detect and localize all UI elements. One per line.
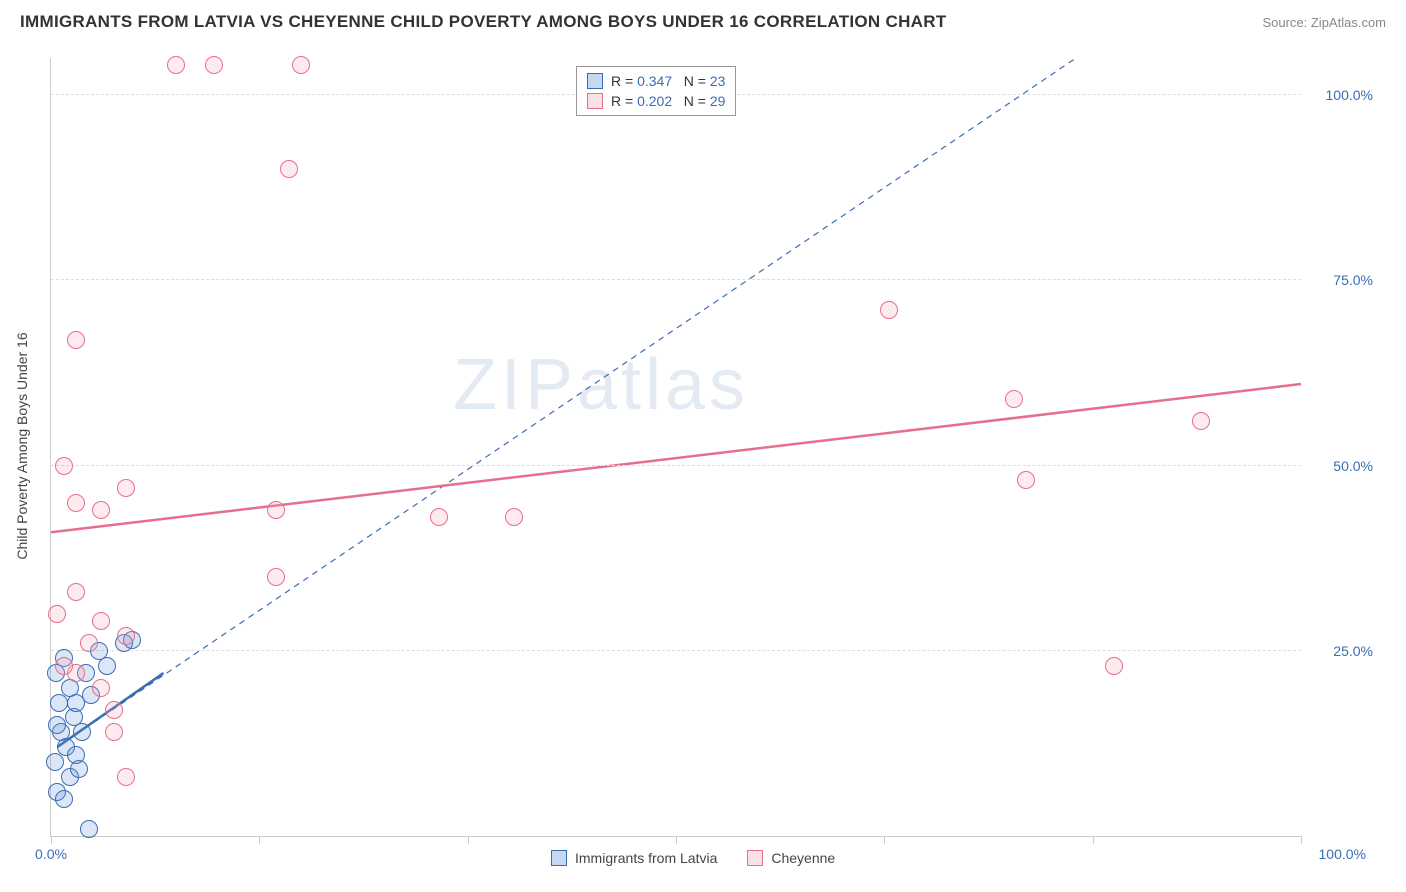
scatter-point bbox=[117, 627, 135, 645]
scatter-point bbox=[92, 612, 110, 630]
legend-row: R = 0.347 N = 23 bbox=[587, 71, 725, 91]
legend-series-label: Immigrants from Latvia bbox=[575, 850, 717, 866]
scatter-point bbox=[67, 746, 85, 764]
x-tick bbox=[884, 836, 885, 844]
scatter-point bbox=[92, 679, 110, 697]
scatter-point bbox=[48, 716, 66, 734]
gridline-h bbox=[51, 279, 1301, 280]
y-tick-label: 100.0% bbox=[1326, 87, 1373, 103]
scatter-point bbox=[117, 479, 135, 497]
x-tick bbox=[51, 836, 52, 844]
legend-swatch bbox=[587, 73, 603, 89]
scatter-point bbox=[205, 56, 223, 74]
legend-series-item: Immigrants from Latvia bbox=[551, 848, 717, 868]
scatter-point bbox=[55, 457, 73, 475]
scatter-point bbox=[46, 753, 64, 771]
y-tick-label: 75.0% bbox=[1333, 272, 1373, 288]
legend-r-label: R = 0.347 N = 23 bbox=[611, 73, 725, 89]
scatter-point bbox=[67, 494, 85, 512]
legend-swatch bbox=[551, 850, 567, 866]
scatter-point bbox=[292, 56, 310, 74]
x-tick bbox=[259, 836, 260, 844]
x-tick bbox=[676, 836, 677, 844]
scatter-point bbox=[80, 634, 98, 652]
trend-line bbox=[57, 58, 1076, 747]
scatter-point bbox=[267, 568, 285, 586]
scatter-point bbox=[50, 694, 68, 712]
scatter-point bbox=[880, 301, 898, 319]
plot-region: ZIPatlas 25.0%50.0%75.0%100.0%0.0%100.0%… bbox=[50, 58, 1301, 837]
legend-series: Immigrants from Latvia Cheyenne bbox=[551, 848, 835, 868]
scatter-point bbox=[48, 605, 66, 623]
trend-line bbox=[51, 384, 1301, 532]
scatter-point bbox=[1192, 412, 1210, 430]
trend-lines-layer bbox=[51, 58, 1301, 836]
scatter-point bbox=[280, 160, 298, 178]
x-tick bbox=[468, 836, 469, 844]
source-label: Source: ZipAtlas.com bbox=[1262, 15, 1386, 30]
scatter-point bbox=[430, 508, 448, 526]
scatter-point bbox=[267, 501, 285, 519]
scatter-point bbox=[105, 701, 123, 719]
y-tick-label: 50.0% bbox=[1333, 458, 1373, 474]
gridline-h bbox=[51, 650, 1301, 651]
x-tick bbox=[1301, 836, 1302, 844]
legend-swatch bbox=[587, 93, 603, 109]
gridline-h bbox=[51, 465, 1301, 466]
scatter-point bbox=[505, 508, 523, 526]
chart-title: IMMIGRANTS FROM LATVIA VS CHEYENNE CHILD… bbox=[20, 12, 947, 32]
y-axis-label: Child Poverty Among Boys Under 16 bbox=[14, 332, 30, 559]
legend-swatch bbox=[747, 850, 763, 866]
chart-area: ZIPatlas 25.0%50.0%75.0%100.0%0.0%100.0%… bbox=[50, 58, 1301, 837]
x-tick bbox=[1093, 836, 1094, 844]
x-tick-label: 0.0% bbox=[35, 846, 67, 862]
scatter-point bbox=[55, 657, 73, 675]
legend-r-label: R = 0.202 N = 29 bbox=[611, 93, 725, 109]
legend-row: R = 0.202 N = 29 bbox=[587, 91, 725, 111]
scatter-point bbox=[67, 583, 85, 601]
scatter-point bbox=[117, 768, 135, 786]
legend-series-item: Cheyenne bbox=[747, 848, 835, 868]
scatter-point bbox=[1105, 657, 1123, 675]
x-tick-label: 100.0% bbox=[1319, 846, 1366, 862]
scatter-point bbox=[1017, 471, 1035, 489]
scatter-point bbox=[167, 56, 185, 74]
scatter-point bbox=[92, 501, 110, 519]
legend-stats: R = 0.347 N = 23 R = 0.202 N = 29 bbox=[576, 66, 736, 116]
scatter-point bbox=[1005, 390, 1023, 408]
scatter-point bbox=[67, 331, 85, 349]
legend-series-label: Cheyenne bbox=[771, 850, 835, 866]
scatter-point bbox=[80, 820, 98, 838]
scatter-point bbox=[55, 790, 73, 808]
y-tick-label: 25.0% bbox=[1333, 643, 1373, 659]
scatter-point bbox=[105, 723, 123, 741]
